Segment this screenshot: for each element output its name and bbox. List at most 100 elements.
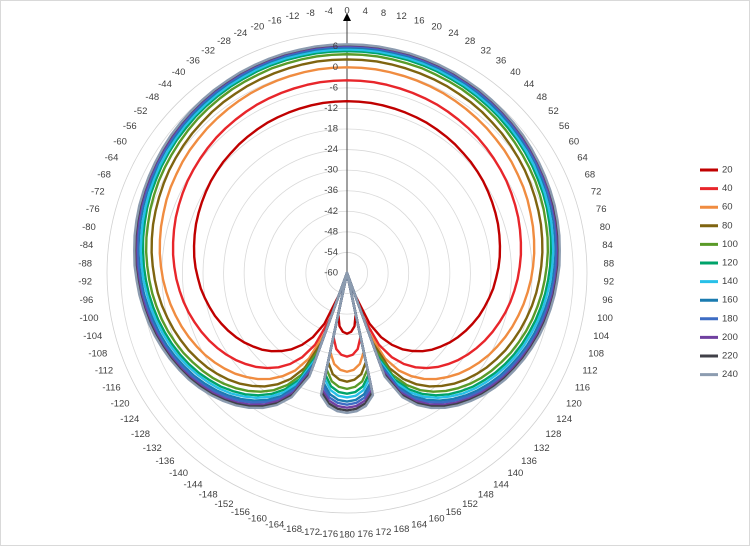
angle-label: -160 [248,514,267,525]
angle-label: 80 [600,222,611,233]
angle-label: -96 [80,295,94,306]
angle-label: -60 [113,137,127,148]
angle-label: -92 [78,277,92,288]
angle-label: 108 [588,348,604,359]
y-tick-label: -54 [324,247,338,258]
angle-label: 92 [604,277,615,288]
angle-label: -24 [234,28,248,39]
angle-label: -68 [97,169,111,180]
angle-label: 116 [575,382,590,393]
y-tick-label: -36 [324,185,338,196]
angle-label: -124 [120,414,139,425]
angle-label: 60 [569,137,580,148]
angle-label: -40 [172,67,186,78]
angle-label: 124 [556,414,572,425]
series-line [136,45,558,406]
angle-label: 32 [481,45,492,56]
angle-label: -8 [306,8,314,19]
angle-label: -48 [145,92,159,103]
angle-label: -136 [155,456,174,467]
angle-label: 120 [566,399,582,410]
legend-label: 160 [722,295,738,306]
angle-label: 4 [363,6,368,17]
legend-label: 140 [722,276,738,287]
series-line [158,66,536,381]
angle-label: 168 [394,524,410,535]
legend-label: 180 [722,313,738,324]
legend-label: 40 [722,183,733,194]
angle-label: 176 [357,529,373,540]
angle-label: 24 [448,28,459,39]
angle-label: -140 [169,468,188,479]
series-line [139,48,555,400]
angle-label: 8 [381,8,386,19]
angle-label: -148 [199,490,218,501]
angle-label: 44 [524,79,535,90]
y-tick-label: -6 [330,82,338,93]
angle-label: -168 [283,524,302,535]
angle-label: 136 [521,456,537,467]
series-line [192,100,502,353]
y-tick-label: -24 [324,144,338,155]
angle-label: 0 [344,6,349,17]
angle-label: 20 [431,21,442,32]
legend-label: 100 [722,239,738,250]
angle-label: 84 [602,240,613,251]
angle-label: -88 [78,258,92,269]
angle-label: 164 [411,519,427,530]
angle-label: -72 [91,187,105,198]
angle-label: -64 [105,153,119,164]
angle-label: 48 [536,92,547,103]
angle-label: 100 [597,313,613,324]
angle-label: -44 [158,79,172,90]
legend-label: 80 [722,220,733,231]
y-tick-label: -48 [324,226,338,237]
angle-label: -104 [83,331,102,342]
angle-label: -80 [82,222,96,233]
y-tick-label: -18 [324,124,338,135]
angle-label: 64 [577,153,588,164]
angle-label: -76 [86,204,100,215]
angle-label: -12 [286,11,300,22]
y-tick-label: -42 [324,206,338,217]
angle-label: -56 [123,121,137,132]
angle-label: 68 [585,169,596,180]
angle-label: 148 [478,490,494,501]
angle-label: 28 [465,36,476,47]
angle-label: 128 [546,429,562,440]
angle-label: -4 [324,6,332,17]
angle-label: 56 [559,121,570,132]
angle-label: 180 [339,530,355,541]
angle-label: 172 [376,527,392,538]
angle-label: -32 [201,45,215,56]
legend-label: 120 [722,258,738,269]
angle-label: -164 [265,519,284,530]
angle-label: -108 [88,348,107,359]
series-line [171,79,523,370]
angle-label: -52 [134,106,148,117]
angle-label: 112 [582,366,597,377]
angle-label: 76 [596,204,607,215]
angle-label: 152 [462,499,478,510]
angle-label: 52 [548,106,559,117]
legend-label: 240 [722,369,738,380]
angle-label: -116 [102,382,120,393]
angle-label: -16 [268,16,282,27]
y-tick-label: -60 [324,268,338,279]
legend-label: 60 [722,202,733,213]
angle-label: 160 [429,514,445,525]
angle-label: -172 [301,527,320,538]
angle-label: -100 [79,313,98,324]
series-line [144,53,550,393]
angle-label: 12 [396,11,407,22]
y-tick-label: 6 [333,41,338,52]
angle-label: 132 [534,443,550,454]
angle-label: 88 [604,258,615,269]
angle-label: -176 [319,529,338,540]
angle-label: -128 [131,429,150,440]
angle-label: 144 [493,479,509,490]
y-tick-label: -12 [324,103,338,114]
y-tick-label: -30 [324,165,338,176]
